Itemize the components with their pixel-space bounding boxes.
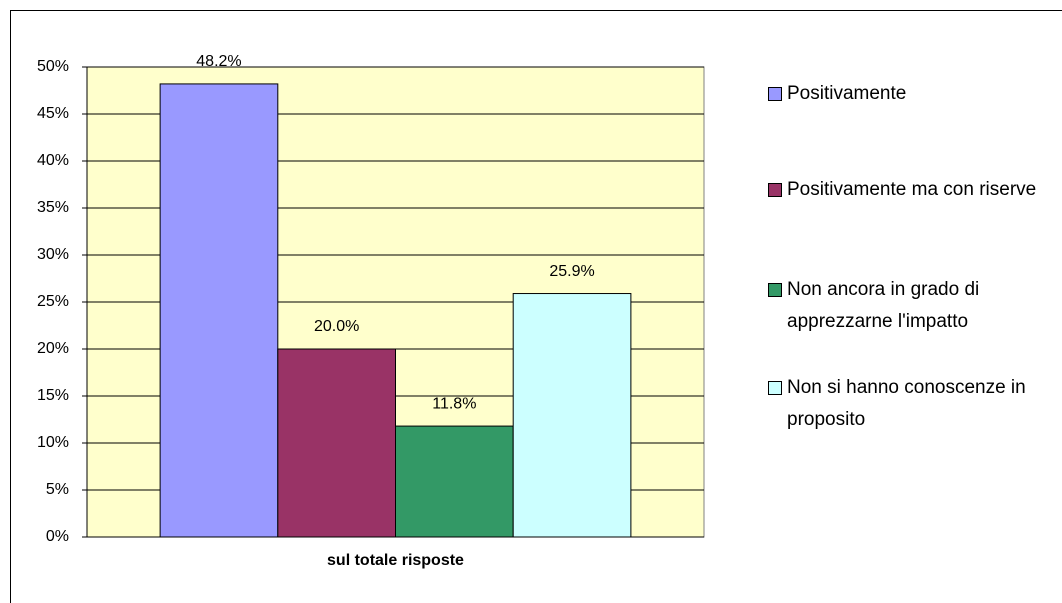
y-tick-label: 45%: [37, 105, 69, 122]
legend-label: Non ancora in grado di apprezzarne l'imp…: [787, 279, 980, 332]
legend-label: Non si hanno conoscenze in proposito: [787, 377, 1026, 430]
data-label: 20.0%: [314, 318, 359, 335]
legend-swatch: [768, 283, 782, 297]
y-tick-label: 25%: [37, 293, 69, 310]
legend-item: Non si hanno conoscenze in proposito: [768, 372, 1058, 436]
legend-item: Positivamente ma con riserve: [768, 174, 1058, 206]
data-label: 48.2%: [196, 53, 241, 70]
y-tick-label: 0%: [46, 528, 69, 545]
y-tick-label: 30%: [37, 246, 69, 263]
y-tick-label: 10%: [37, 434, 69, 451]
data-label: 11.8%: [432, 395, 476, 412]
legend-swatch: [768, 381, 782, 395]
y-tick-label: 20%: [37, 340, 69, 357]
legend-label: Positivamente: [787, 83, 907, 104]
y-tick-label: 50%: [37, 58, 69, 75]
y-tick-label: 5%: [46, 481, 69, 498]
legend-label: Positivamente ma con riserve: [787, 179, 1037, 200]
y-tick-label: 40%: [37, 152, 69, 169]
legend-item: Non ancora in grado di apprezzarne l'imp…: [768, 274, 1058, 338]
bar: [512, 293, 632, 538]
legend-swatch: [768, 87, 782, 101]
legend-item: Positivamente: [768, 78, 1058, 110]
chart-border: [10, 10, 1062, 603]
data-label: 25.9%: [549, 263, 594, 280]
x-tick-label: sul totale risposte: [327, 552, 464, 569]
bar: [395, 425, 514, 538]
legend-swatch: [768, 183, 782, 197]
bar: [159, 83, 279, 538]
y-tick-label: 35%: [37, 199, 69, 216]
bar: [277, 348, 396, 538]
y-tick-label: 15%: [37, 387, 69, 404]
